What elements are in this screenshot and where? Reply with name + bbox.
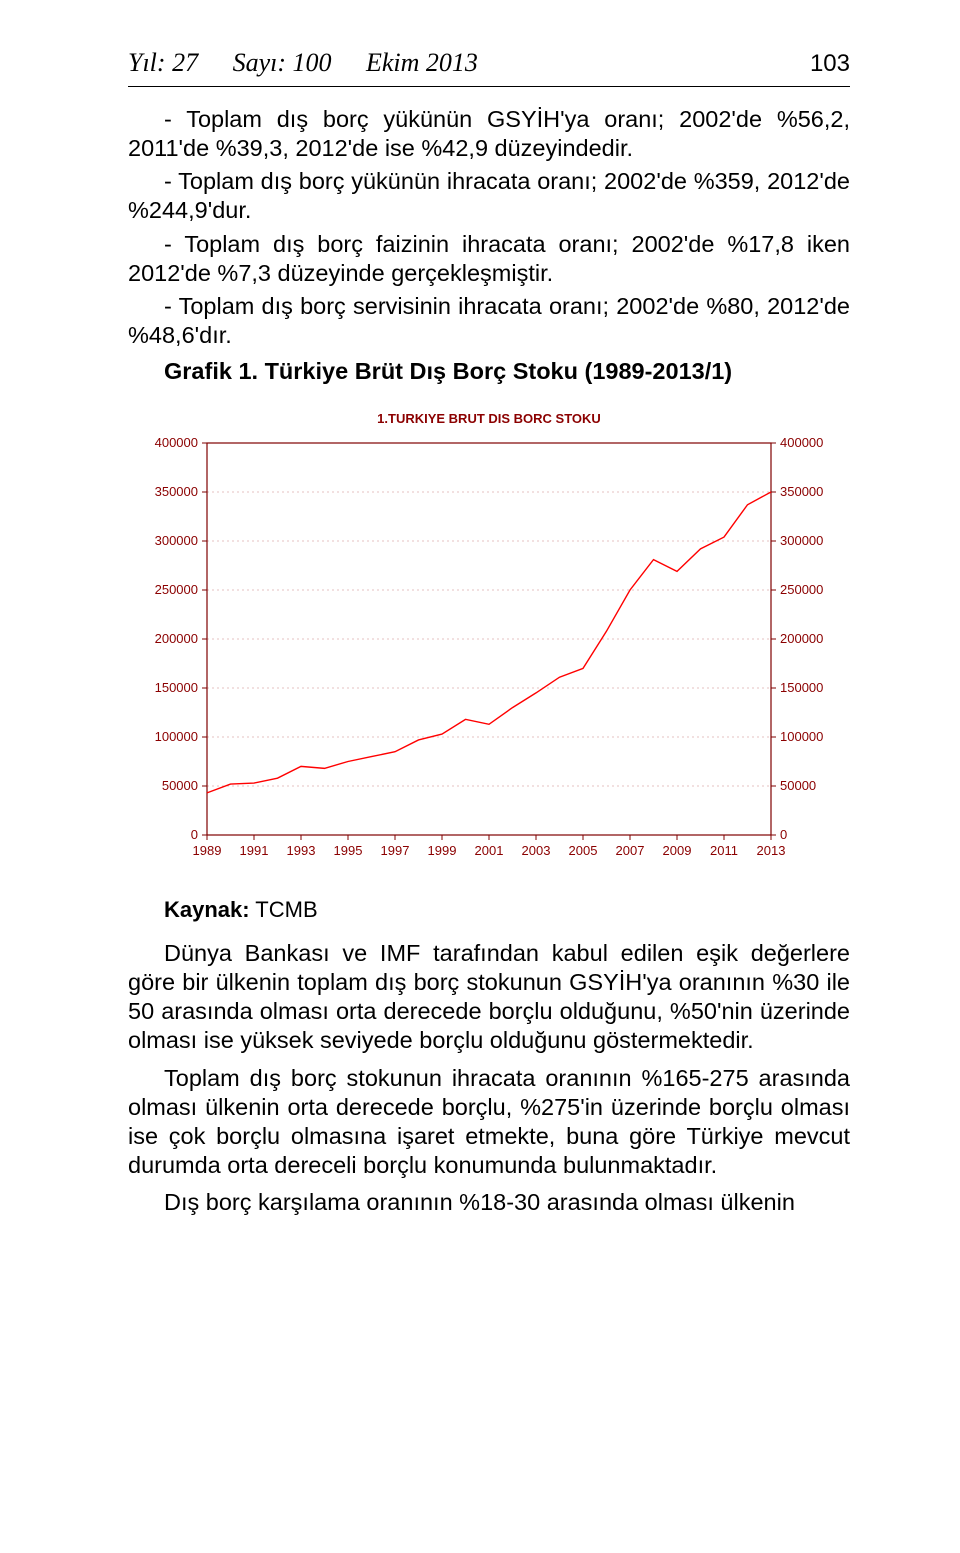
svg-text:200000: 200000 [780,631,823,646]
svg-text:400000: 400000 [155,435,198,450]
bullet-3: - Toplam dış borç faizinin ihracata oran… [128,230,850,288]
svg-text:350000: 350000 [155,484,198,499]
svg-text:300000: 300000 [780,533,823,548]
svg-text:200000: 200000 [155,631,198,646]
svg-text:2013: 2013 [757,843,786,858]
svg-text:250000: 250000 [780,582,823,597]
source-line: Kaynak: TCMB [128,897,850,923]
sayi-label: Sayı: 100 [233,48,332,77]
kaynak-value: TCMB [250,897,318,922]
svg-text:1995: 1995 [334,843,363,858]
svg-text:2007: 2007 [616,843,645,858]
svg-text:2009: 2009 [663,843,692,858]
tarih-label: Ekim 2013 [366,48,478,77]
svg-text:0: 0 [191,827,198,842]
kaynak-label: Kaynak: [164,897,250,922]
svg-text:1997: 1997 [381,843,410,858]
svg-text:50000: 50000 [162,778,198,793]
svg-text:1989: 1989 [193,843,222,858]
bullet-4: - Toplam dış borç servisinin ihracata or… [128,292,850,350]
svg-text:150000: 150000 [155,680,198,695]
bullet-2: - Toplam dış borç yükünün ihracata oranı… [128,167,850,225]
svg-text:100000: 100000 [155,729,198,744]
page-number: 103 [810,50,850,78]
svg-text:1.TURKIYE BRUT DIS BORC STOKU: 1.TURKIYE BRUT DIS BORC STOKU [377,411,601,426]
svg-text:50000: 50000 [780,778,816,793]
svg-text:2005: 2005 [569,843,598,858]
svg-text:0: 0 [780,827,787,842]
svg-text:1991: 1991 [240,843,269,858]
header-left: Yıl: 27 Sayı: 100 Ekim 2013 [128,48,506,78]
svg-text:2003: 2003 [522,843,551,858]
svg-text:1993: 1993 [287,843,316,858]
svg-text:1999: 1999 [428,843,457,858]
svg-text:400000: 400000 [780,435,823,450]
svg-text:2001: 2001 [475,843,504,858]
grafik-heading: Grafik 1. Türkiye Brüt Dış Borç Stoku (1… [128,358,850,385]
header-divider [128,86,850,87]
svg-text:100000: 100000 [780,729,823,744]
line-chart: 1.TURKIYE BRUT DIS BORC STOKU 0 0 50000 5000… [139,403,839,871]
svg-text:300000: 300000 [155,533,198,548]
svg-text:350000: 350000 [780,484,823,499]
paragraph-1: Dünya Bankası ve IMF tarafından kabul ed… [128,939,850,1056]
svg-text:250000: 250000 [155,582,198,597]
page-header: Yıl: 27 Sayı: 100 Ekim 2013 103 [128,48,850,78]
paragraph-2: Toplam dış borç stokunun ihracata oranın… [128,1064,850,1181]
svg-text:2011: 2011 [710,843,738,858]
paragraph-3: Dış borç karşılama oranının %18-30 arası… [128,1188,850,1217]
yil-label: Yıl: 27 [128,48,198,77]
svg-text:150000: 150000 [780,680,823,695]
bullet-1: - Toplam dış borç yükünün GSYİH'ya oranı… [128,105,850,163]
